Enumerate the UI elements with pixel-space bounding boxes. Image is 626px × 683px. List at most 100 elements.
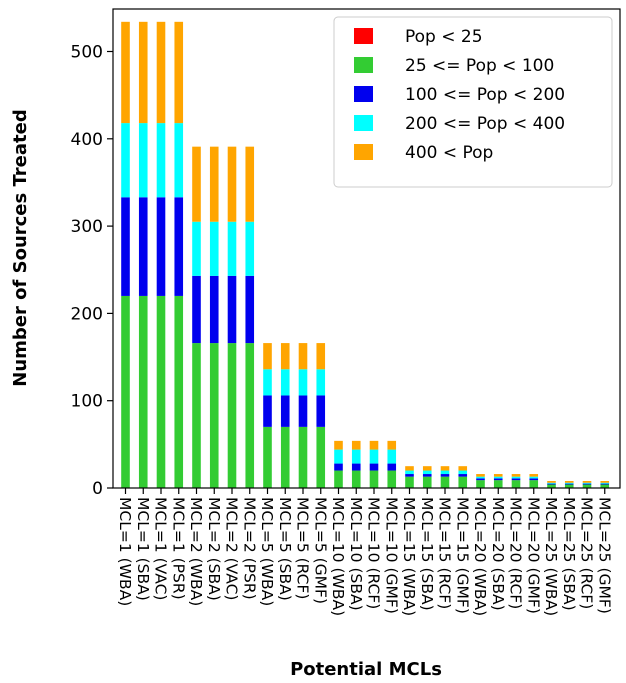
bar-segment: [174, 197, 184, 296]
bar-segment: [334, 440, 343, 450]
bar-segment: [422, 470, 432, 475]
bar-segment: [227, 343, 237, 488]
bar-segment: [209, 221, 219, 276]
bar-segment: [493, 476, 503, 479]
bar-segment: [529, 478, 539, 481]
x-tick-label: MCL=25 (SBA): [560, 497, 578, 611]
legend-swatch: [354, 57, 373, 73]
bar-segment: [280, 426, 290, 488]
legend-entry: Pop < 25: [405, 27, 483, 47]
bar-segment: [174, 123, 184, 198]
bar-segment: [547, 481, 556, 483]
bar-segment: [600, 483, 610, 485]
bar-segment: [227, 275, 237, 344]
bar-segment: [156, 197, 166, 296]
bar-segment: [511, 474, 521, 477]
bar-segment: [334, 449, 343, 464]
bar-segment: [476, 480, 485, 488]
x-tick-label: MCL=2 (WBA): [187, 497, 205, 606]
x-tick-label: MCL=5 (GMF): [311, 497, 329, 604]
bar-segment: [422, 476, 432, 488]
bar-segment: [369, 470, 379, 488]
bar-segment: [582, 484, 592, 488]
bar-segment: [351, 463, 361, 471]
bar-segment: [422, 474, 432, 477]
bar-segment: [387, 440, 397, 450]
bar-segment: [263, 395, 272, 427]
plot-frame: [112, 8, 621, 489]
bar-segment: [174, 21, 184, 124]
x-tick-label: MCL=1 (WBA): [116, 497, 134, 606]
bar-segment: [138, 197, 148, 296]
bar-segment: [529, 474, 539, 477]
legend-entry: 200 <= Pop < 400: [405, 114, 565, 134]
x-tick-label: MCL=20 (RCF): [507, 497, 525, 609]
bar-segment: [493, 478, 503, 481]
bar-segment: [280, 369, 290, 396]
y-tick-label: 300: [71, 217, 103, 237]
x-tick-label: MCL=20 (SBA): [489, 497, 507, 611]
bar-segment: [245, 275, 255, 344]
bar-segment: [476, 476, 485, 479]
bar-segment: [316, 369, 326, 396]
y-tick-label: 500: [71, 43, 103, 63]
bar-segment: [547, 482, 556, 484]
bar-segment: [263, 369, 272, 396]
bar-segment: [405, 476, 414, 488]
x-tick-label: MCL=10 (WBA): [329, 497, 347, 616]
bar-segment: [405, 474, 414, 477]
bar-segment: [192, 343, 201, 488]
bar-segment: [511, 478, 521, 481]
bars-layer: [121, 21, 610, 488]
bar-segment: [227, 221, 237, 276]
x-tick-label: MCL=15 (GMF): [453, 497, 471, 614]
bar-segment: [493, 480, 503, 488]
bar-segment: [334, 463, 343, 471]
bar-segment: [564, 483, 574, 485]
bar-segment: [582, 481, 592, 483]
x-tick-label: MCL=5 (SBA): [276, 497, 294, 601]
y-axis-title: Number of Sources Treated: [10, 109, 31, 386]
bar-segment: [351, 449, 361, 464]
bar-segment: [405, 470, 414, 475]
bar-segment: [440, 476, 450, 488]
x-tick-label: MCL=1 (VAC): [152, 497, 170, 600]
x-axis-title: Potential MCLs: [290, 659, 442, 680]
bar-segment: [245, 343, 255, 488]
bar-segment: [511, 480, 521, 488]
bar-segment: [138, 21, 148, 124]
bar-segment: [351, 470, 361, 488]
legend-swatch: [354, 144, 373, 160]
bar-segment: [245, 221, 255, 276]
bar-segment: [582, 482, 592, 484]
bar-segment: [600, 481, 610, 483]
bar-segment: [458, 470, 468, 475]
bar-segment: [298, 395, 308, 427]
x-tick-label: MCL=10 (SBA): [347, 497, 365, 611]
bar-segment: [192, 275, 201, 344]
x-tick-label: MCL=1 (SBA): [134, 497, 152, 601]
x-tick-label: MCL=1 (PSR): [169, 497, 187, 600]
x-tick-label: MCL=2 (VAC): [223, 497, 241, 600]
bar-segment: [316, 426, 326, 488]
x-tick-label: MCL=5 (RCF): [294, 497, 312, 599]
legend-swatch: [354, 28, 373, 44]
legend: Pop < 25 25 <= Pop < 100 100 <= Pop < 200 2…: [333, 16, 613, 188]
bar-segment: [121, 197, 130, 296]
bar-segment: [476, 474, 485, 477]
bar-segment: [174, 295, 184, 488]
bar-segment: [387, 470, 397, 488]
bar-segment: [529, 476, 539, 479]
bar-segment: [564, 482, 574, 484]
y-tick-label: 200: [71, 304, 103, 324]
bar-segment: [547, 483, 556, 485]
bar-segment: [156, 295, 166, 488]
bar-segment: [369, 449, 379, 464]
y-tick-label: 0: [92, 479, 103, 499]
bar-segment: [405, 466, 414, 471]
bar-segment: [121, 295, 130, 488]
bar-segment: [192, 221, 201, 276]
bar-segment: [600, 482, 610, 484]
bar-segment: [600, 484, 610, 488]
